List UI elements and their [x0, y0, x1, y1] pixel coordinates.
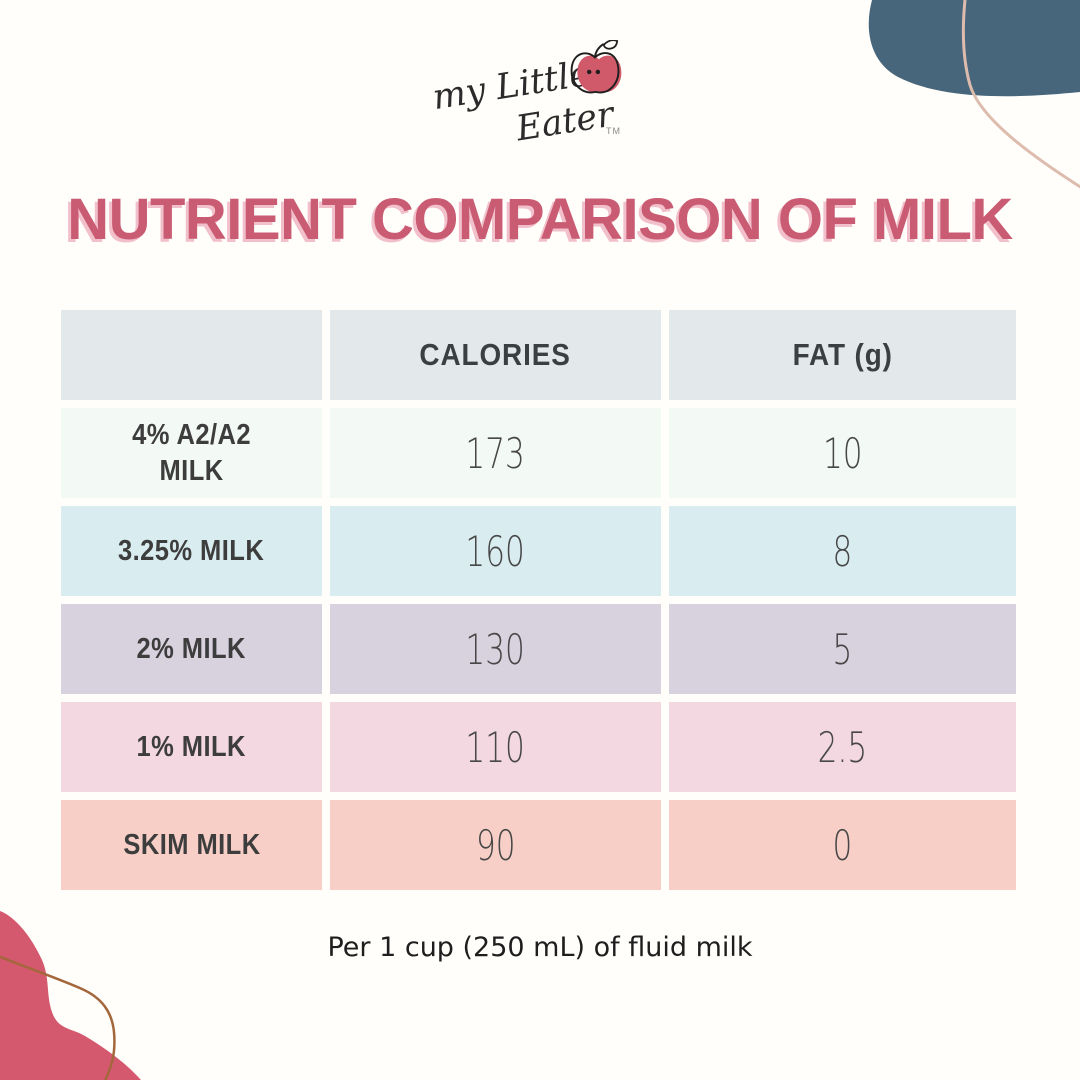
- fat-value: 0: [832, 820, 853, 870]
- nutrient-table: CALORIES FAT (g) 4% A2/A2 MILK 173 10 3.…: [61, 310, 1016, 890]
- cell-calories-3-25pct: 160: [330, 506, 661, 596]
- cell-calories-4pct-a2: 173: [330, 408, 661, 498]
- trademark-label: TM: [606, 126, 621, 136]
- page-title: NUTRIENT COMPARISON OF MILK: [67, 187, 1013, 252]
- serving-size-note: Per 1 cup (250 mL) of fluid milk: [327, 932, 753, 963]
- cell-calories-skim: 90: [330, 800, 661, 890]
- corner-blob-top-right: [868, 0, 1080, 189]
- table-header-fat: FAT (g): [669, 310, 1016, 400]
- milk-type-label: 4% A2/A2 MILK: [132, 418, 251, 487]
- brown-curve-line: [0, 955, 116, 1080]
- milk-type-label: 1% MILK: [136, 730, 247, 763]
- milk-type-label: SKIM MILK: [122, 828, 261, 861]
- apple-icon: [570, 40, 622, 94]
- fat-value: 5: [832, 624, 853, 674]
- header-label: FAT (g): [792, 337, 893, 372]
- beige-curve-line: [961, 0, 1080, 189]
- cell-calories-1pct: 110: [330, 702, 661, 792]
- milk-type-label: 2% MILK: [136, 632, 247, 665]
- fat-value: 2.5: [817, 722, 868, 772]
- calories-value: 130: [465, 624, 526, 674]
- cell-fat-4pct-a2: 10: [669, 408, 1016, 498]
- blue-blob-shape: [868, 0, 1080, 97]
- cell-fat-3-25pct: 8: [669, 506, 1016, 596]
- fat-value: 8: [832, 526, 853, 576]
- row-label-4pct-a2: 4% A2/A2 MILK: [61, 408, 322, 498]
- row-label-skim: SKIM MILK: [61, 800, 322, 890]
- table-header-empty: [61, 310, 322, 400]
- row-label-3-25pct: 3.25% MILK: [61, 506, 322, 596]
- milk-type-label: 3.25% MILK: [118, 534, 265, 567]
- cell-fat-2pct: 5: [669, 604, 1016, 694]
- row-label-2pct: 2% MILK: [61, 604, 322, 694]
- calories-value: 110: [465, 722, 526, 772]
- brand-logo: my Little Eater TM: [430, 40, 650, 149]
- cell-calories-2pct: 130: [330, 604, 661, 694]
- cell-fat-1pct: 2.5: [669, 702, 1016, 792]
- table-header-calories: CALORIES: [330, 310, 661, 400]
- cell-fat-skim: 0: [669, 800, 1016, 890]
- calories-value: 173: [465, 428, 526, 478]
- header-label: CALORIES: [419, 337, 572, 372]
- row-label-1pct: 1% MILK: [61, 702, 322, 792]
- calories-value: 90: [475, 820, 516, 870]
- corner-blob-bottom-left: [0, 911, 141, 1080]
- fat-value: 10: [822, 428, 863, 478]
- calories-value: 160: [465, 526, 526, 576]
